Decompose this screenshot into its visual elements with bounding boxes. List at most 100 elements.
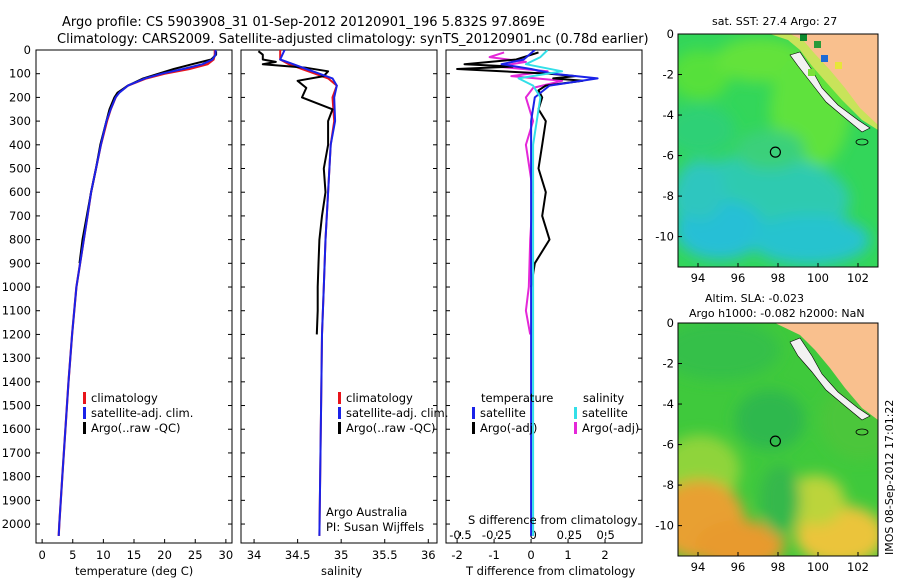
salinity-diff-argo-line xyxy=(488,51,564,335)
x-tick-label: 0.25 xyxy=(557,528,583,542)
legend-t-satellite-swatch xyxy=(472,407,475,419)
temperature-lines xyxy=(57,50,218,536)
x-tick-label: -0.5 xyxy=(449,528,471,542)
legend-climatology-label: climatology xyxy=(91,391,158,405)
depth-tick-label: 1800 xyxy=(2,470,31,484)
legend-t-argo-swatch xyxy=(472,422,475,434)
pi-label: PI: Susan Wijffels xyxy=(326,520,424,534)
map-x-tick-label: 94 xyxy=(691,560,706,574)
sla-map-title-line2: Argo h1000: -0.082 h2000: NaN xyxy=(689,307,865,320)
map-y-tick-label: 0 xyxy=(667,27,674,41)
depth-tick-label: 600 xyxy=(9,185,31,199)
depth-tick-label: 500 xyxy=(9,162,31,176)
temperature-plot-frame xyxy=(35,49,233,544)
difference-legend: temperature satellite Argo(-adj) salinit… xyxy=(472,391,639,435)
sla-map-title-line1: Altim. SLA: -0.023 xyxy=(705,292,804,305)
sst-argo-location-marker xyxy=(769,146,781,158)
x-tick-label: 0 xyxy=(38,548,45,562)
figure-title-line1: Argo profile: CS 5903908_31 01-Sep-2012 … xyxy=(62,15,545,30)
depth-tick-label: 900 xyxy=(9,256,31,270)
temperature-diff-satellite-line xyxy=(500,50,599,536)
x-tick-label: 30 xyxy=(219,548,234,562)
map-x-tick-label: 94 xyxy=(691,271,706,285)
x-tick-label: -1 xyxy=(488,548,499,562)
legend-s-argo-swatch xyxy=(574,422,577,434)
temperature-climatology-line xyxy=(57,50,216,536)
map-y-tick-label: -2 xyxy=(663,357,674,371)
salinity-x-axis: 34 34.5 35 35.5 36 xyxy=(247,539,436,562)
x-tick-label: 36 xyxy=(421,548,436,562)
salinity-legend: climatology satellite-adj. clim. Argo(..… xyxy=(338,391,448,435)
legend-satellite-label: satellite-adj. clim. xyxy=(346,406,448,420)
sla-map-axes: 94 96 98 100 102 0 -2 -4 -6 -8 -10 xyxy=(655,316,869,574)
map-y-tick-label: -4 xyxy=(663,397,674,411)
map-x-tick-label: 102 xyxy=(847,271,869,285)
x-tick-label: 35.5 xyxy=(372,548,398,562)
legend-t-satellite-label: satellite xyxy=(480,406,526,420)
map-y-tick-label: -6 xyxy=(663,438,674,452)
map-x-tick-label: 100 xyxy=(807,560,829,574)
legend-climatology-swatch xyxy=(83,392,86,404)
legend-salinity-heading: salinity xyxy=(583,391,624,405)
legend-argo-label: Argo(..raw -QC) xyxy=(91,421,181,435)
depth-tick-label: 1200 xyxy=(2,327,31,341)
depth-tick-label: 1700 xyxy=(2,446,31,460)
legend-s-satellite-swatch xyxy=(574,407,577,419)
sst-map-axes: 94 96 98 100 102 0 -2 -4 -6 -8 -10 xyxy=(655,27,869,285)
legend-s-satellite-label: satellite xyxy=(582,406,628,420)
x-tick-label: 15 xyxy=(127,548,142,562)
map-x-tick-label: 96 xyxy=(731,560,746,574)
map-y-tick-label: 0 xyxy=(667,316,674,330)
sla-map-field xyxy=(678,323,878,556)
salinity-lines xyxy=(257,50,338,536)
depth-tick-label: 800 xyxy=(9,233,31,247)
depth-tick-label: 0 xyxy=(24,43,31,57)
sst-map-field xyxy=(678,34,878,267)
depth-tick-label: 1900 xyxy=(2,493,31,507)
map-y-tick-label: -2 xyxy=(663,68,674,82)
map-y-tick-label: -10 xyxy=(655,519,674,533)
map-y-tick-label: -6 xyxy=(663,149,674,163)
map-x-tick-label: 102 xyxy=(847,560,869,574)
x-tick-label: 0 xyxy=(527,548,534,562)
depth-tick-label: 1500 xyxy=(2,399,31,413)
map-y-tick-label: -10 xyxy=(655,230,674,244)
temperature-diff-argo-line xyxy=(456,51,584,288)
depth-tick-label: 1400 xyxy=(2,375,31,389)
temperature-x-label: temperature (deg C) xyxy=(75,564,193,578)
depth-tick-label: 1300 xyxy=(2,351,31,365)
x-tick-label: 2 xyxy=(601,548,608,562)
x-tick-label: 25 xyxy=(188,548,203,562)
legend-temperature-heading: temperature xyxy=(481,391,553,405)
sst-map-title: sat. SST: 27.4 Argo: 27 xyxy=(712,15,837,28)
depth-axis: 0 100 200 300 400 500 600 700 800 900 1000 1100 1200… xyxy=(2,43,642,531)
legend-s-argo-label: Argo(-adj) xyxy=(582,421,639,435)
map-y-tick-label: -8 xyxy=(663,189,674,203)
x-tick-label: 5 xyxy=(69,548,76,562)
salinity-plot-frame xyxy=(240,49,438,544)
sla-argo-location-marker xyxy=(769,435,781,447)
depth-tick-label: 300 xyxy=(9,114,31,128)
x-tick-label: 34.5 xyxy=(285,548,311,562)
difference-lines xyxy=(456,50,599,536)
x-tick-label: 20 xyxy=(157,548,172,562)
legend-satellite-swatch xyxy=(83,407,86,419)
argo-australia-label: Argo Australia xyxy=(326,505,407,519)
map-x-tick-label: 98 xyxy=(771,560,786,574)
depth-tick-label: 1100 xyxy=(2,304,31,318)
temperature-legend: climatology satellite-adj. clim. Argo(..… xyxy=(83,391,193,435)
figure-title-line2: Climatology: CARS2009. Satellite-adjuste… xyxy=(57,32,649,47)
legend-t-argo-label: Argo(-adj) xyxy=(480,421,537,435)
x-tick-label: -2 xyxy=(451,548,462,562)
s-difference-label: S difference from climatology xyxy=(468,513,638,527)
salinity-x-label: salinity xyxy=(321,564,362,578)
t-difference-label: T difference from climatology xyxy=(465,564,636,578)
x-tick-label: -0.25 xyxy=(482,528,512,542)
x-tick-label: 10 xyxy=(96,548,111,562)
legend-satellite-label: satellite-adj. clim. xyxy=(91,406,193,420)
legend-climatology-label: climatology xyxy=(346,391,413,405)
map-x-tick-label: 100 xyxy=(807,271,829,285)
imos-timestamp: IMOS 08-Sep-2012 17:01:22 xyxy=(883,400,896,555)
temperature-x-axis: 0 5 10 15 20 25 30 xyxy=(38,539,233,562)
